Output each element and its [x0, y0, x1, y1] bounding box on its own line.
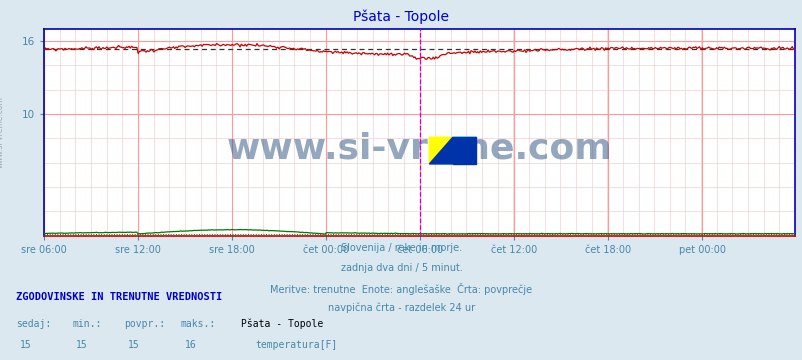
Text: ZGODOVINSKE IN TRENUTNE VREDNOSTI: ZGODOVINSKE IN TRENUTNE VREDNOSTI	[16, 292, 222, 302]
Polygon shape	[429, 137, 452, 164]
Text: navpična črta - razdelek 24 ur: navpična črta - razdelek 24 ur	[327, 302, 475, 313]
Text: Pšata - Topole: Pšata - Topole	[241, 319, 322, 329]
Text: povpr.:: povpr.:	[124, 319, 165, 329]
Text: Pšata - Topole: Pšata - Topole	[353, 9, 449, 23]
Text: 15: 15	[76, 340, 87, 350]
Text: maks.:: maks.:	[180, 319, 216, 329]
Text: zadnja dva dni / 5 minut.: zadnja dva dni / 5 minut.	[340, 263, 462, 273]
Text: 15: 15	[20, 340, 31, 350]
Text: www.si-vreme.com: www.si-vreme.com	[226, 132, 612, 166]
Polygon shape	[429, 137, 452, 164]
Text: Slovenija / reke in morje.: Slovenija / reke in morje.	[341, 243, 461, 253]
Polygon shape	[452, 137, 476, 164]
Text: Meritve: trenutne  Enote: anglešaške  Črta: povprečje: Meritve: trenutne Enote: anglešaške Črta…	[270, 283, 532, 294]
Text: sedaj:: sedaj:	[16, 319, 51, 329]
Text: 15: 15	[128, 340, 140, 350]
Text: min.:: min.:	[72, 319, 102, 329]
Text: 16: 16	[184, 340, 196, 350]
Text: www.si-vreme.com: www.si-vreme.com	[0, 96, 5, 168]
Text: temperatura[F]: temperatura[F]	[255, 340, 337, 350]
Polygon shape	[452, 137, 476, 164]
